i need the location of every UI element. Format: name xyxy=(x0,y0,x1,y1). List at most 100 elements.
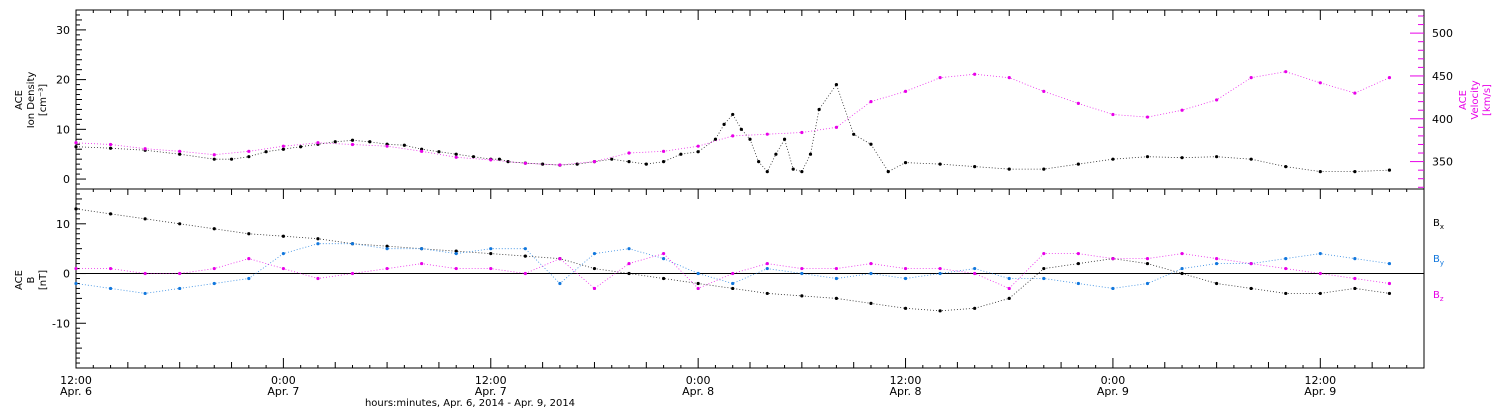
top-ylabel-line-2: Ion Density xyxy=(26,72,37,129)
data-point xyxy=(661,160,666,164)
x-tick-date: Apr. 9 xyxy=(1097,385,1129,398)
legend-bz: Bz xyxy=(1433,290,1444,303)
data-point xyxy=(454,155,458,159)
data-point xyxy=(368,140,372,144)
data-point xyxy=(523,247,527,251)
data-point xyxy=(1353,91,1357,95)
data-point xyxy=(420,149,424,153)
data-point xyxy=(489,266,493,271)
bottom-ylabel-line-2: B xyxy=(26,276,37,283)
velocity-tick-label: 400 xyxy=(1432,113,1453,126)
data-point xyxy=(506,160,510,164)
series-trace xyxy=(75,83,1390,173)
data-point xyxy=(731,134,735,138)
data-point xyxy=(731,112,735,117)
data-point xyxy=(1318,252,1322,256)
bottom-ylabel-line-3: [nT] xyxy=(38,270,49,290)
data-point xyxy=(1387,291,1392,296)
x-tick-date: Apr. 9 xyxy=(1304,385,1336,398)
data-point xyxy=(471,155,476,159)
bottom-series-bx xyxy=(74,207,1392,313)
data-point xyxy=(938,162,942,166)
data-point xyxy=(731,271,735,276)
data-point xyxy=(1249,286,1253,291)
density-tick-label: 0 xyxy=(63,173,70,186)
data-point xyxy=(973,306,977,310)
data-point xyxy=(731,286,735,291)
data-point xyxy=(765,169,769,174)
x-tick-time: 12:00 xyxy=(60,374,92,387)
data-point xyxy=(1387,261,1392,266)
data-point xyxy=(212,227,216,231)
data-point xyxy=(1042,89,1046,93)
velocity-tick-label: 500 xyxy=(1432,27,1453,40)
data-point xyxy=(178,149,182,153)
data-point xyxy=(454,249,458,253)
data-point xyxy=(731,281,735,286)
data-point xyxy=(1215,98,1219,102)
data-point xyxy=(1007,296,1011,300)
data-point xyxy=(385,266,389,271)
data-point xyxy=(316,242,320,246)
right-ylabel-line-2: Velocity xyxy=(1470,80,1481,119)
legend-bx: Bx xyxy=(1433,218,1444,231)
legend-by-base: B xyxy=(1433,254,1440,265)
data-point xyxy=(1007,286,1011,291)
velocity-tick-label: 450 xyxy=(1432,70,1453,83)
data-point xyxy=(1111,157,1115,161)
data-point xyxy=(834,266,839,271)
x-tick-date: Apr. 8 xyxy=(682,385,714,398)
velocity-tick-label: 350 xyxy=(1432,156,1453,169)
data-point xyxy=(834,82,839,87)
data-point xyxy=(108,212,113,216)
x-tick-time: 12:00 xyxy=(475,374,507,387)
data-point xyxy=(800,271,804,276)
data-point xyxy=(800,169,804,174)
legend-bz-sub: z xyxy=(1440,295,1444,303)
data-point xyxy=(281,252,285,256)
data-point xyxy=(1387,281,1392,286)
legend-bx-base: B xyxy=(1433,218,1440,229)
data-point xyxy=(178,222,182,226)
data-point xyxy=(178,286,182,291)
data-point xyxy=(299,145,303,149)
data-point xyxy=(350,271,355,276)
data-point xyxy=(765,291,769,296)
data-point xyxy=(1111,257,1115,261)
data-point xyxy=(800,294,804,298)
data-point xyxy=(661,276,666,281)
legend-bz-base: B xyxy=(1433,290,1440,301)
data-point xyxy=(385,244,389,248)
data-point xyxy=(247,155,251,159)
top-ylabel-line-1: ACE xyxy=(14,90,25,110)
data-point xyxy=(938,266,942,271)
data-point xyxy=(903,276,908,281)
data-point xyxy=(1145,281,1150,286)
x-axis-label: hours:minutes, Apr. 6, 2014 - Apr. 9, 20… xyxy=(365,398,575,409)
data-point xyxy=(1076,252,1080,256)
top-series-ion-density xyxy=(74,82,1392,174)
data-point xyxy=(1353,276,1357,281)
data-point xyxy=(1042,276,1046,281)
data-point xyxy=(938,309,942,313)
data-point xyxy=(661,252,666,256)
data-point xyxy=(696,144,700,148)
data-point xyxy=(264,150,268,154)
data-point xyxy=(627,160,631,164)
data-point xyxy=(627,261,631,266)
data-point xyxy=(938,271,942,276)
data-point xyxy=(281,234,285,238)
data-point xyxy=(1249,157,1253,161)
data-point xyxy=(74,281,78,286)
b-tick-label: 10 xyxy=(56,218,70,231)
data-point xyxy=(869,142,873,146)
data-point xyxy=(1353,286,1357,291)
b-tick-label: -10 xyxy=(52,317,70,330)
bottom-panel-frame xyxy=(75,188,1425,369)
b-tick-label: 0 xyxy=(63,268,70,281)
legend-by: By xyxy=(1433,254,1444,267)
data-point xyxy=(178,271,182,276)
data-point xyxy=(281,144,285,148)
data-point xyxy=(108,146,113,150)
